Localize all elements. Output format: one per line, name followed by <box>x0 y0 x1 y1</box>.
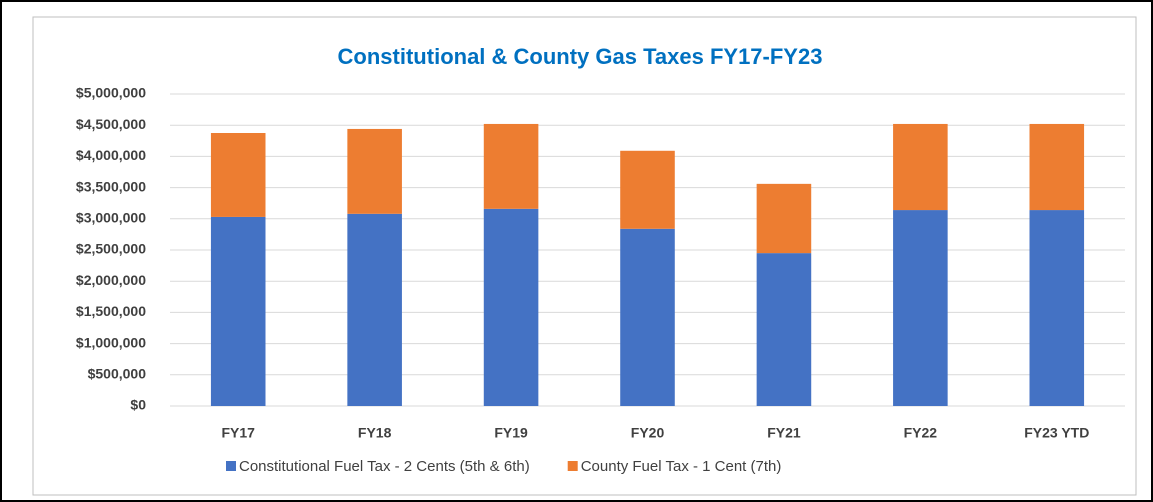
legend-swatch <box>567 461 578 471</box>
bar-segment <box>210 133 266 217</box>
legend-label: County Fuel Tax - 1 Cent (7th) <box>581 458 782 475</box>
x-tick-label: FY22 <box>904 425 938 441</box>
bar-segment <box>893 210 948 406</box>
x-tick-label: FY18 <box>358 425 392 441</box>
y-tick-label: $3,000,000 <box>76 210 146 226</box>
y-tick-label: $4,500,000 <box>76 116 146 132</box>
bar-segment <box>620 150 675 229</box>
bar-segment <box>756 253 812 406</box>
bar-segment <box>483 123 539 209</box>
y-tick-label: $1,500,000 <box>76 303 146 319</box>
bar-segment <box>893 123 948 211</box>
x-tick-label: FY19 <box>494 425 528 441</box>
bar-segment <box>347 213 402 406</box>
bar-segment <box>620 228 675 406</box>
y-tick-label: $5,000,000 <box>76 85 146 101</box>
y-tick-label: $2,000,000 <box>76 272 146 288</box>
bar-segment <box>483 208 539 406</box>
chart-title: Constitutional & County Gas Taxes FY17-F… <box>338 44 823 69</box>
x-tick-label: FY23 YTD <box>1024 425 1089 441</box>
y-tick-label: $1,000,000 <box>76 334 146 350</box>
bar-segment <box>210 216 266 406</box>
y-tick-label: $0 <box>130 397 146 413</box>
bar-segment <box>1029 123 1085 211</box>
legend-swatch <box>226 461 236 471</box>
chart-frame <box>32 16 1137 496</box>
y-tick-label: $4,000,000 <box>76 147 146 163</box>
bar-segment <box>347 128 402 214</box>
y-tick-label: $3,500,000 <box>76 178 146 194</box>
y-tick-label: $2,500,000 <box>76 241 146 257</box>
bar-segment <box>1029 210 1085 406</box>
x-tick-label: FY17 <box>221 425 255 441</box>
y-tick-label: $500,000 <box>88 366 147 382</box>
legend-label: Constitutional Fuel Tax - 2 Cents (5th &… <box>239 458 530 475</box>
x-tick-label: FY21 <box>767 425 801 441</box>
bar-segment <box>756 183 812 254</box>
x-tick-label: FY20 <box>631 425 665 441</box>
